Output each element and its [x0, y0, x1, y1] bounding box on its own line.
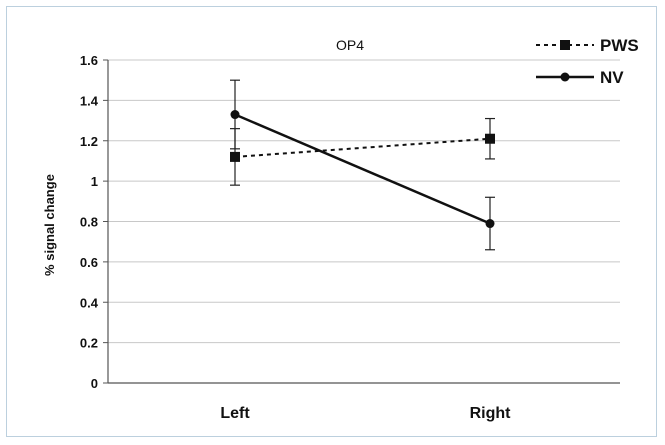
- data-point: [230, 110, 240, 120]
- y-tick-label: 0.4: [80, 295, 99, 310]
- y-tick-label: 0.6: [80, 255, 98, 270]
- series-pws: [230, 117, 495, 186]
- axes: [107, 60, 620, 384]
- y-tick-label: 1: [91, 174, 98, 189]
- legend-item-pws: PWS: [536, 36, 639, 55]
- x-tick-label: Left: [220, 405, 250, 422]
- y-tick-label: 0.2: [80, 336, 98, 351]
- y-axis-label: % signal change: [42, 174, 57, 276]
- y-tick-labels: 0 0.2 0.4 0.6 0.8 1 1.2 1.4 1.6: [80, 53, 99, 391]
- legend-marker: [560, 72, 570, 82]
- legend-label: NV: [600, 68, 624, 87]
- legend-marker: [560, 40, 570, 50]
- x-tick-labels: Left Right: [220, 405, 511, 422]
- series-nv: [230, 79, 495, 251]
- x-tick-label: Right: [470, 405, 512, 422]
- series-layer: [230, 79, 495, 251]
- y-tick-label: 0: [91, 376, 98, 391]
- legend: PWS NV: [536, 36, 639, 87]
- series-line: [234, 137, 491, 158]
- data-point: [485, 133, 495, 144]
- data-point: [230, 151, 240, 162]
- data-point: [485, 219, 495, 229]
- chart-title: OP4: [336, 37, 364, 53]
- y-tick-label: 1.2: [80, 134, 98, 149]
- y-tick-label: 0.8: [80, 215, 98, 230]
- series-line: [234, 113, 491, 225]
- y-tick-label: 1.6: [80, 53, 98, 68]
- y-tick-label: 1.4: [80, 93, 99, 108]
- gridlines: [103, 59, 620, 384]
- legend-label: PWS: [600, 36, 639, 55]
- legend-item-nv: NV: [536, 68, 624, 87]
